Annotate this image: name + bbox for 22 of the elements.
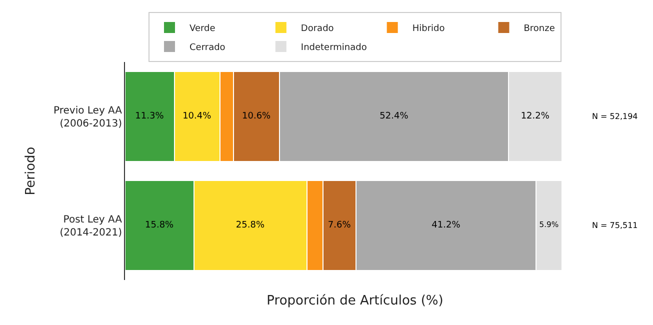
y-tick-label: Previo Ley AA (2006-2013): [54, 106, 122, 130]
y-axis-title: Periodo: [23, 146, 38, 196]
legend-label: Indeterminado: [300, 43, 368, 54]
text: N = 75,511: [592, 221, 638, 230]
data-label: 15.8%: [145, 220, 174, 230]
legend-label: Hibrido: [412, 24, 446, 34]
data-label: 25.8%: [236, 220, 265, 230]
legend-label: Cerrado: [190, 43, 226, 54]
data-label: 10.6%: [242, 112, 272, 122]
legend-label: Verde: [190, 24, 216, 34]
text: N = 52,194: [592, 112, 638, 121]
data-label: 52.4%: [380, 112, 409, 122]
data-label: 5.9%: [539, 220, 559, 230]
data-label: 7.6%: [328, 220, 352, 230]
data-label: 12.2%: [520, 112, 550, 122]
y-tick-label: Post Ley AA (2014-2021): [60, 214, 122, 238]
x-axis-title: Proporción de Artículos (%): [266, 294, 444, 309]
data-label: 10.4%: [182, 112, 212, 122]
legend-label: Dorado: [300, 24, 334, 34]
data-label: 11.3%: [135, 112, 164, 122]
legend-label: Bronze: [524, 24, 556, 34]
data-label: 41.2%: [432, 220, 461, 230]
